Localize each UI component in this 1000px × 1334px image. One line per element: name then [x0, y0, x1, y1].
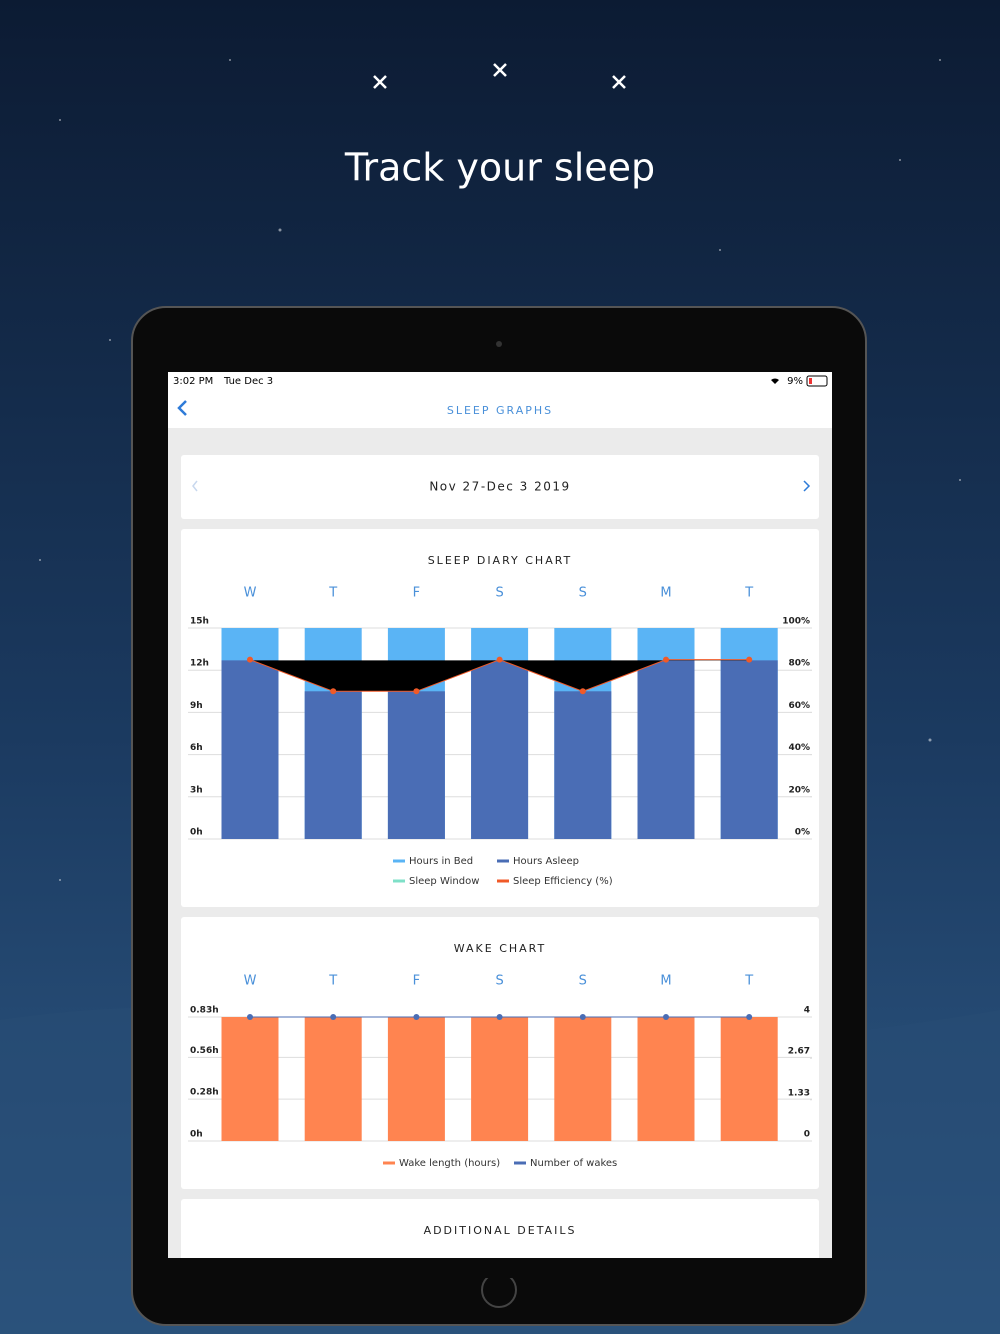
point — [663, 1014, 669, 1020]
y2-tick-label: 0 — [804, 1130, 810, 1140]
point — [579, 688, 586, 695]
legend-label: Sleep Window — [409, 876, 479, 887]
date-card — [181, 455, 819, 519]
sleep-window-area — [250, 659, 750, 692]
point — [579, 1014, 586, 1020]
bar — [554, 691, 612, 839]
x-tick-label: W — [244, 586, 257, 601]
bar — [304, 1017, 362, 1141]
x-tick-label: T — [744, 586, 753, 601]
point — [663, 656, 669, 663]
stars — [39, 59, 961, 881]
status-battery: 9% — [787, 376, 803, 387]
bar — [637, 660, 695, 839]
x-tick-label: T — [328, 586, 337, 601]
point — [247, 1014, 253, 1020]
wifi-icon — [771, 378, 779, 384]
y2-tick-label: 60% — [788, 701, 810, 711]
point — [413, 688, 420, 695]
chart-title: SLEEP DIARY CHART — [428, 554, 573, 567]
x-tick-label: T — [328, 974, 337, 989]
bar — [304, 691, 362, 839]
y-tick-label: 0h — [190, 1130, 203, 1140]
bar — [471, 660, 529, 839]
x-tick-label: M — [660, 586, 671, 601]
bar — [720, 1017, 778, 1141]
prev-week[interactable] — [192, 480, 198, 492]
legend-label: Hours in Bed — [409, 856, 473, 867]
legend-label: Sleep Efficiency (%) — [513, 876, 613, 887]
legend-label: Number of wakes — [530, 1158, 617, 1169]
y-tick-label: 9h — [190, 701, 203, 711]
y2-tick-label: 20% — [788, 785, 810, 795]
x-tick-label: S — [495, 586, 503, 601]
chart-title: WAKE CHART — [454, 942, 547, 955]
battery-icon — [806, 375, 828, 387]
y2-tick-label: 1.33 — [788, 1088, 810, 1098]
nav-title: SLEEP GRAPHS — [447, 404, 553, 417]
legend-label: Hours Asleep — [513, 856, 579, 867]
bar — [387, 691, 445, 839]
y-tick-label: 6h — [190, 743, 203, 753]
legend-label: Wake length (hours) — [399, 1158, 500, 1169]
bar — [720, 660, 778, 839]
x-tick-label: T — [744, 974, 753, 989]
y-tick-label: 0.28h — [190, 1088, 219, 1098]
date-range: Nov 27-Dec 3 2019 — [429, 480, 570, 494]
bar — [387, 1017, 445, 1141]
y-tick-label: 0.83h — [190, 1006, 219, 1016]
point — [746, 656, 753, 663]
y2-tick-label: 4 — [804, 1006, 810, 1016]
x-tick-label: W — [244, 974, 257, 989]
back-button[interactable] — [177, 400, 187, 416]
y2-tick-label: 100% — [782, 617, 810, 627]
details-card — [181, 1199, 819, 1269]
y2-tick-label: 40% — [788, 743, 810, 753]
x-tick-label: F — [413, 974, 420, 989]
status-date: Tue Dec 3 — [223, 376, 273, 387]
camera — [496, 341, 502, 347]
point — [413, 1014, 420, 1020]
battery-level — [809, 378, 812, 384]
y-tick-label: 0.56h — [190, 1046, 219, 1056]
y-tick-label: 3h — [190, 785, 203, 795]
point — [330, 1014, 337, 1020]
x-tick-label: S — [495, 974, 503, 989]
y-tick-label: 12h — [190, 659, 209, 669]
point — [746, 1014, 753, 1020]
screen-bottom-edge — [168, 1258, 832, 1278]
details-title: ADDITIONAL DETAILS — [424, 1224, 577, 1237]
x-tick-label: M — [660, 974, 671, 989]
x-tick-label: S — [579, 586, 587, 601]
x-tick-label: F — [413, 586, 420, 601]
y2-tick-label: 80% — [788, 659, 810, 669]
bar — [637, 1017, 695, 1141]
next-week[interactable] — [803, 480, 811, 492]
y2-tick-label: 2.67 — [788, 1047, 810, 1057]
bar — [221, 660, 279, 839]
bar — [554, 1017, 612, 1141]
y-tick-label: 0h — [190, 828, 203, 838]
point — [247, 656, 253, 663]
star-icons — [373, 63, 626, 89]
y-tick-label: 15h — [190, 617, 209, 627]
headline: Track your sleep — [344, 146, 655, 190]
point — [496, 1014, 503, 1020]
y2-tick-label: 0% — [795, 828, 810, 838]
nav-bar — [168, 372, 832, 428]
point — [496, 656, 503, 663]
status-time: 3:02 PM — [173, 376, 213, 387]
bar — [471, 1017, 529, 1141]
bar — [221, 1017, 279, 1141]
point — [330, 688, 337, 695]
x-tick-label: S — [579, 974, 587, 989]
